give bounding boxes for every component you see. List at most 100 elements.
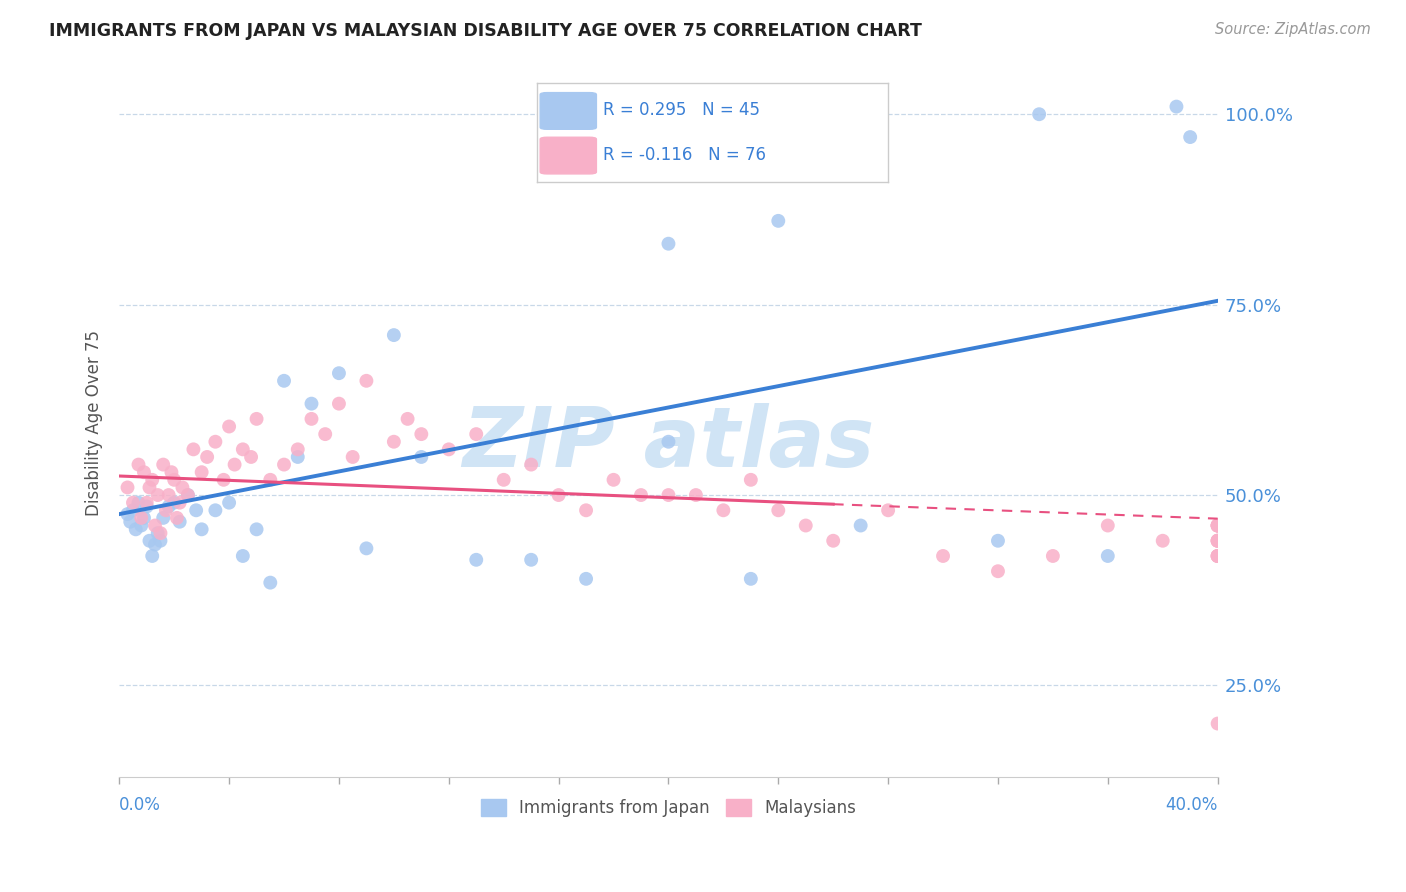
Point [204,434,226,449]
Point [1206,549,1229,563]
Point [138,533,160,548]
Point [465,427,488,442]
Point [177,488,200,502]
Point [520,553,543,567]
Point [273,458,295,472]
Point [128,458,150,472]
Text: 40.0%: 40.0% [1166,796,1218,814]
Point [1206,518,1229,533]
Point [465,553,488,567]
Point [204,503,226,517]
Point [135,496,157,510]
Point [259,575,281,590]
Point [1206,549,1229,563]
Point [149,533,172,548]
Point [240,450,263,464]
Point [152,511,174,525]
Point [143,537,166,551]
Point [1152,533,1174,548]
Point [125,522,148,536]
Point [245,412,267,426]
Point [1206,549,1229,563]
Point [146,488,169,502]
Point [382,434,405,449]
Point [132,511,155,525]
Point [169,515,191,529]
Point [1166,100,1188,114]
Point [132,465,155,479]
Point [157,488,180,502]
Point [135,500,157,514]
Point [186,503,208,517]
Text: IMMIGRANTS FROM JAPAN VS MALAYSIAN DISABILITY AGE OVER 75 CORRELATION CHART: IMMIGRANTS FROM JAPAN VS MALAYSIAN DISAB… [49,22,922,40]
Point [547,488,569,502]
Point [396,412,419,426]
Point [1206,533,1229,548]
Point [1206,518,1229,533]
Point [492,473,515,487]
Point [141,549,163,563]
Point [1206,533,1229,548]
Point [1042,549,1064,563]
Point [141,473,163,487]
Point [149,526,172,541]
Point [356,541,378,556]
Point [177,488,200,502]
Point [768,214,790,228]
Point [190,465,212,479]
Point [259,473,281,487]
Point [120,515,142,529]
Point [987,533,1010,548]
Point [877,503,900,517]
Point [657,434,679,449]
Point [1206,518,1229,533]
Point [245,522,267,536]
Point [932,549,955,563]
Point [172,480,194,494]
Point [314,427,336,442]
Point [768,503,790,517]
Point [195,450,218,464]
Text: 0.0%: 0.0% [120,796,162,814]
Point [411,427,433,442]
Point [356,374,378,388]
Point [657,488,679,502]
Point [122,496,145,510]
Point [1028,107,1050,121]
Point [1206,549,1229,563]
Point [740,572,762,586]
Point [287,450,309,464]
Point [657,236,679,251]
Point [163,496,186,510]
Point [823,533,845,548]
Point [218,419,240,434]
Point [575,572,598,586]
Point [155,503,177,517]
Point [117,480,139,494]
Point [152,458,174,472]
Point [143,518,166,533]
Point [1178,130,1201,145]
Point [232,549,254,563]
Point [301,397,323,411]
Point [138,480,160,494]
Point [273,374,295,388]
Point [849,518,872,533]
Point [1206,518,1229,533]
Point [1097,549,1119,563]
Text: ZIP atlas: ZIP atlas [463,403,875,484]
Point [520,458,543,472]
Point [342,450,364,464]
Point [163,473,186,487]
Point [160,465,183,479]
Point [575,503,598,517]
Point [1206,518,1229,533]
Point [602,473,624,487]
Point [146,526,169,541]
Legend: Immigrants from Japan, Malaysians: Immigrants from Japan, Malaysians [472,790,865,825]
Point [224,458,246,472]
Point [218,496,240,510]
Point [630,488,652,502]
Point [190,522,212,536]
Point [169,496,191,510]
